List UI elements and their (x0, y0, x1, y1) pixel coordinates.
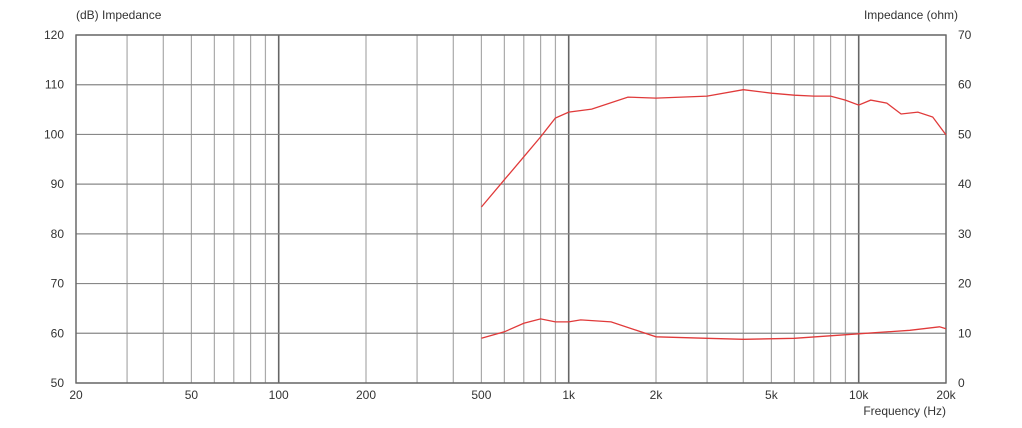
y-left-tick-label: 120 (44, 28, 64, 42)
series-lines (480, 89, 947, 340)
y-right-tick-label: 20 (958, 277, 972, 291)
x-tick-label: 100 (269, 388, 289, 402)
x-tick-label: 2k (650, 388, 664, 402)
y-right-tick-label: 0 (958, 376, 965, 390)
y-left-tick-label: 110 (45, 78, 64, 92)
spl-curve (480, 89, 947, 208)
x-tick-label: 500 (471, 388, 491, 402)
x-tick-label: 50 (185, 388, 199, 402)
x-tick-label: 20 (69, 388, 83, 402)
plot-frame (75, 34, 947, 384)
y-left-tick-label: 90 (51, 177, 65, 191)
y-left-tick-label: 50 (51, 376, 65, 390)
y-left-tick-label: 60 (51, 326, 65, 340)
impedance-curve (481, 318, 947, 340)
y-right-tick-label: 70 (958, 28, 972, 42)
y-right-tick-label: 10 (958, 326, 972, 340)
right-axis-label: Impedance (ohm) (864, 8, 958, 22)
x-tick-label: 1k (562, 388, 576, 402)
y-left-tick-label: 70 (51, 277, 65, 291)
left-axis-label: (dB) Impedance (76, 8, 162, 22)
x-tick-label: 10k (849, 388, 869, 402)
x-tick-label: 5k (765, 388, 779, 402)
y-right-tick-label: 40 (958, 177, 972, 191)
y-right-tick-label: 50 (958, 127, 972, 141)
x-tick-label: 200 (356, 388, 376, 402)
tick-labels: 20 50 100 200 500 1k 2k 5k 10k 20k506070809010011… (44, 28, 972, 402)
y-left-tick-label: 100 (44, 127, 64, 141)
y-left-tick-label: 80 (51, 227, 65, 241)
x-axis-label: Frequency (Hz) (863, 404, 946, 418)
grid (75, 34, 947, 384)
x-tick-label: 20k (936, 388, 956, 402)
y-right-tick-label: 30 (958, 227, 972, 241)
y-right-tick-label: 60 (958, 78, 972, 92)
